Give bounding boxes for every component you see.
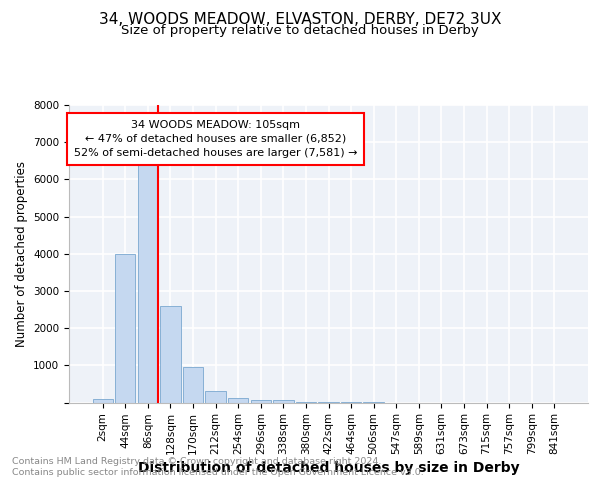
Bar [205,390,226,402]
Text: Size of property relative to detached houses in Derby: Size of property relative to detached ho… [121,24,479,37]
Bar [228,398,248,402]
Y-axis label: Number of detached properties: Number of detached properties [14,161,28,347]
X-axis label: Distribution of detached houses by size in Derby: Distribution of detached houses by size … [137,462,520,475]
Bar [273,400,293,402]
Text: 34 WOODS MEADOW: 105sqm
← 47% of detached houses are smaller (6,852)
52% of semi: 34 WOODS MEADOW: 105sqm ← 47% of detache… [74,120,358,158]
Bar [183,367,203,402]
Bar [160,306,181,402]
Bar [115,254,136,402]
Text: Contains HM Land Registry data © Crown copyright and database right 2024.
Contai: Contains HM Land Registry data © Crown c… [12,458,424,477]
Bar [138,157,158,402]
Bar [92,399,113,402]
Bar [251,400,271,402]
Text: 34, WOODS MEADOW, ELVASTON, DERBY, DE72 3UX: 34, WOODS MEADOW, ELVASTON, DERBY, DE72 … [99,12,501,28]
